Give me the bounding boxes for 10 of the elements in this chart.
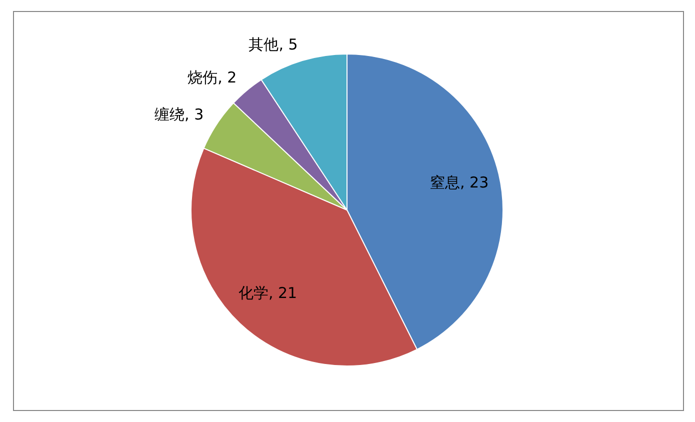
slice-label: 窒息	[430, 173, 460, 192]
data-label: , 5	[278, 36, 298, 54]
slice-label: 其他	[248, 36, 279, 54]
data-label: , 2	[218, 68, 237, 87]
data-label: , 23	[460, 173, 489, 192]
slice-label: 烧伤	[188, 68, 218, 87]
data-label: , 3	[184, 106, 204, 124]
slice-label: 化学	[238, 284, 268, 302]
slice-label: 缠绕	[154, 106, 185, 124]
data-label: , 21	[268, 284, 298, 302]
